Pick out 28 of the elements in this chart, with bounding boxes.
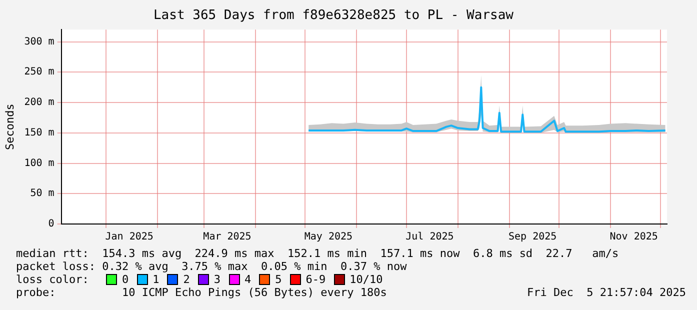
y-tick-label: 100 m <box>24 158 54 169</box>
text: loss color: <box>16 273 90 286</box>
text: 2 <box>183 273 190 286</box>
text: 3 <box>214 273 220 286</box>
text: 6-9 <box>306 273 326 286</box>
y-tick-label: 150 m <box>24 127 54 138</box>
y-tick-label: 250 m <box>24 66 54 78</box>
x-tick-label: Jan 2025 <box>105 232 154 243</box>
x-tick-label: Sep 2025 <box>508 232 557 243</box>
x-tick-label: Jul 2025 <box>406 232 454 243</box>
y-tick-label: 0 <box>48 218 54 230</box>
text: 0 <box>122 273 129 286</box>
text: probe: 10 ICMP Echo Pings (56 Bytes) every 180s <box>16 286 387 299</box>
text: 5 <box>275 273 282 286</box>
y-axis-title: Seconds <box>3 104 16 150</box>
text: median rtt: 154.3 ms avg 224.9 ms max 152.1 ms min 157.1 ms now 6.8 ms sd 22.7 am/s <box>16 247 620 260</box>
x-tick-label: May 2025 <box>304 232 353 243</box>
text: Fri Dec 5 21:57:04 2025 <box>527 286 686 299</box>
y-tick-label: 200 m <box>24 97 54 108</box>
chart-title: Last 365 Days from f89e6328e825 to PL - Warsaw <box>153 8 514 24</box>
x-tick-label: Mar 2025 <box>203 232 252 243</box>
text: packet loss: 0.32 % avg 3.75 % max 0.05 % min 0.37 % now <box>16 260 408 273</box>
text: 10/10 <box>350 273 383 286</box>
x-tick-label: Nov 2025 <box>610 232 658 243</box>
text: 1 <box>152 273 160 286</box>
y-tick-label: 50 m <box>30 188 54 200</box>
y-tick-label: 300 m <box>24 36 54 48</box>
text: 4 <box>244 273 252 286</box>
